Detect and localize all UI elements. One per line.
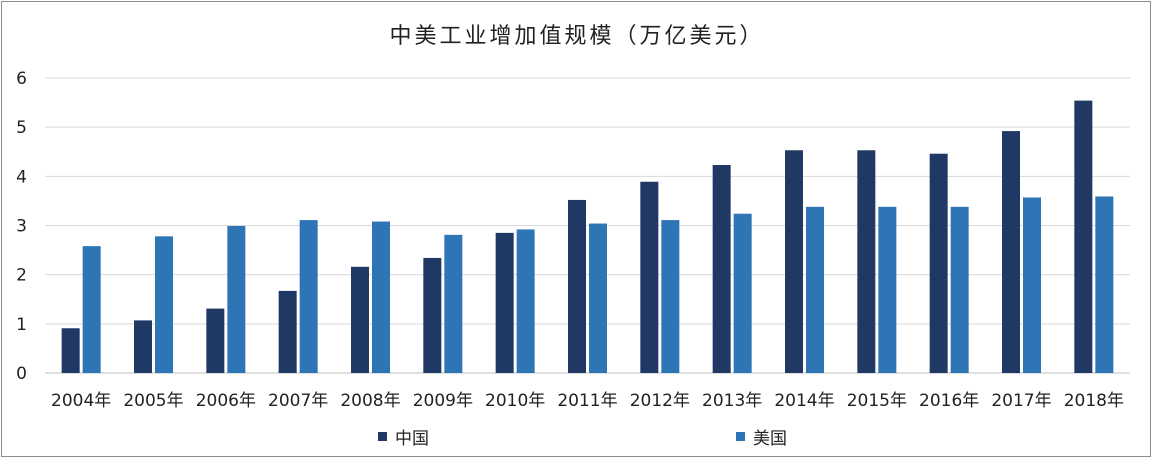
- bar-usa: [1023, 197, 1041, 373]
- bar-china: [712, 165, 731, 373]
- bar-china: [1074, 100, 1093, 373]
- legend-swatch-china: [378, 432, 387, 441]
- bar-china: [568, 199, 586, 373]
- bar-usa: [806, 206, 824, 373]
- legend-label-usa: 美国: [753, 429, 787, 449]
- bar-usa: [1095, 196, 1114, 373]
- x-tick-label: 2017年: [991, 391, 1051, 411]
- x-tick-label: 2013年: [702, 391, 762, 411]
- legend-item-china: 中国: [378, 424, 429, 449]
- bar-usa: [82, 246, 101, 373]
- legend-swatch-usa: [736, 432, 745, 441]
- bar-usa: [372, 221, 390, 373]
- bar-china: [785, 150, 803, 373]
- x-tick-label: 2014年: [774, 391, 834, 411]
- x-tick-label: 2006年: [196, 391, 256, 411]
- y-tick-label: 2: [16, 266, 27, 286]
- x-tick-label: 2016年: [919, 391, 979, 411]
- bar-china: [206, 308, 225, 373]
- bar-usa: [227, 225, 246, 373]
- bar-usa: [878, 206, 897, 373]
- bar-china: [857, 150, 876, 373]
- legend-label-china: 中国: [395, 429, 429, 449]
- bar-usa: [733, 213, 752, 373]
- bar-china: [134, 320, 152, 373]
- y-tick-label: 4: [16, 167, 27, 187]
- bar-china: [495, 232, 514, 373]
- bar-china: [929, 153, 948, 373]
- y-tick-label: 0: [16, 364, 27, 384]
- bar-usa: [299, 220, 318, 373]
- y-tick-label: 3: [16, 217, 27, 237]
- bar-usa: [516, 229, 535, 373]
- x-tick-label: 2004年: [51, 391, 111, 411]
- bar-usa: [155, 236, 173, 373]
- y-tick-label: 5: [16, 118, 27, 138]
- x-tick-label: 2007年: [268, 391, 328, 411]
- bar-usa: [444, 234, 463, 373]
- bar-china: [278, 290, 297, 373]
- bar-china: [640, 181, 659, 373]
- bar-china: [61, 328, 80, 373]
- legend-item-usa: 美国: [736, 424, 787, 449]
- bar-usa: [589, 223, 607, 373]
- x-tick-label: 2009年: [413, 391, 473, 411]
- bar-china: [351, 266, 369, 373]
- bar-usa: [661, 220, 680, 373]
- y-tick-label: 6: [16, 69, 27, 89]
- x-tick-label: 2010年: [485, 391, 545, 411]
- chart-title: 中美工业增加值规模（万亿美元）: [389, 24, 765, 49]
- x-tick-label: 2005年: [123, 391, 183, 411]
- bar-usa: [950, 206, 969, 373]
- y-tick-label: 1: [16, 315, 27, 335]
- bar-china: [1002, 131, 1020, 373]
- x-tick-label: 2015年: [847, 391, 907, 411]
- legend: 中国 美国: [0, 424, 1154, 449]
- x-tick-label: 2008年: [340, 391, 400, 411]
- x-tick-label: 2018年: [1064, 391, 1124, 411]
- x-tick-label: 2011年: [557, 391, 617, 411]
- bar-china: [423, 257, 442, 373]
- x-tick-label: 2012年: [630, 391, 690, 411]
